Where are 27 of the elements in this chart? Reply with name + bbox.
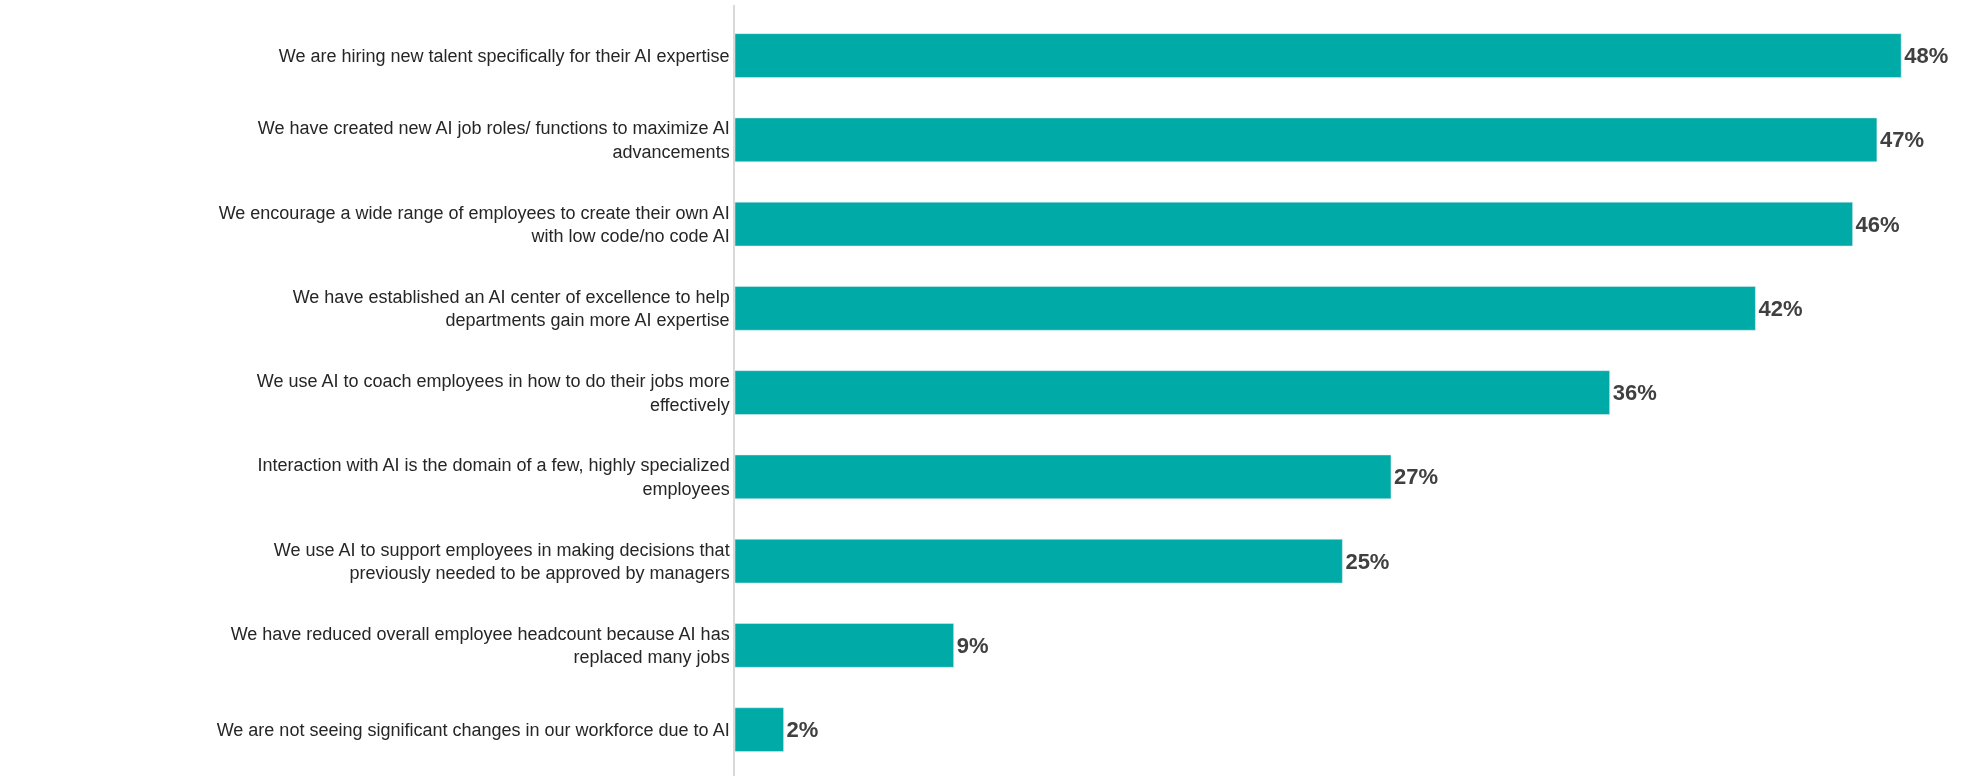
y-tick-label: We use AI to coach employees in how to do their jobs more effectively xyxy=(256,371,730,415)
y-tick-label: Interaction with AI is the domain of a few, highly specialized employees xyxy=(257,455,730,499)
data-label: 47% xyxy=(1879,127,1924,153)
y-tick-label: We have reduced overall employee headcount because AI has replaced many jobs xyxy=(230,623,730,668)
data-label: 46% xyxy=(1855,211,1900,237)
data-label: 25% xyxy=(1345,548,1390,574)
data-label: 2% xyxy=(786,717,819,743)
data-label: 27% xyxy=(1393,464,1439,490)
bar xyxy=(735,201,1853,247)
y-tick-label: We encourage a wide range of employees to create their own AI with low code/no code AI xyxy=(218,202,730,247)
bar xyxy=(735,33,1902,78)
y-tick-label: We have established an AI center of excellence to help departments gain more AI expertise xyxy=(292,286,730,331)
data-label: 9% xyxy=(956,632,989,658)
y-tick-label: We are hiring new talent specifically for their AI expertise xyxy=(278,45,730,66)
bar xyxy=(735,538,1343,584)
y-tick-label: We use AI to support employees in making decisions that previously needed to be approved by managers xyxy=(273,539,730,584)
bar xyxy=(735,370,1610,415)
data-label: 42% xyxy=(1758,295,1803,321)
data-label: 36% xyxy=(1612,380,1657,406)
bar xyxy=(735,286,1756,331)
bar xyxy=(735,117,1878,162)
bar xyxy=(735,623,954,668)
bar xyxy=(735,707,784,752)
bar xyxy=(735,454,1392,500)
y-tick-label: We are not seeing significant changes in our workforce due to AI xyxy=(216,719,730,740)
y-tick-label: We have created new AI job roles/ functions to maximize AI advancements xyxy=(257,118,730,162)
data-label: 48% xyxy=(1904,43,1949,69)
